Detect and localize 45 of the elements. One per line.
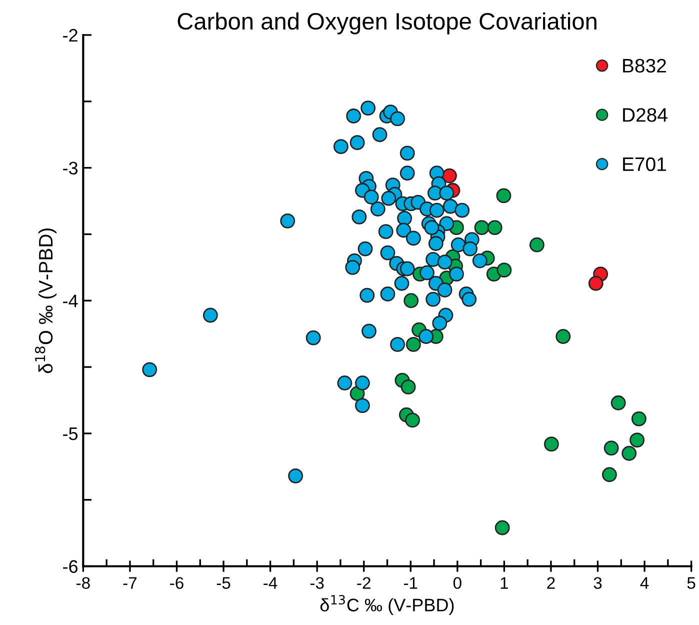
point	[474, 220, 490, 236]
point	[442, 168, 457, 184]
legend-label: E701	[623, 157, 666, 172]
x-tick-label: 3	[594, 577, 602, 589]
x-axis-title: δ$^{13}$C ‰ (V-PBD)	[320, 594, 454, 616]
point	[631, 411, 646, 426]
point	[604, 440, 619, 456]
x-tick-label: 4	[640, 577, 649, 589]
legend-label: D284	[623, 108, 668, 122]
x-tick-label: -2	[357, 577, 370, 589]
point	[406, 336, 421, 352]
y-tick-label: -4	[63, 294, 78, 308]
x-tick-label: -6	[170, 577, 184, 589]
point	[494, 520, 510, 536]
point	[404, 293, 419, 308]
point	[556, 329, 571, 344]
y-tick-label: -2	[63, 28, 78, 42]
point	[487, 220, 502, 236]
x-tick-label: -3	[310, 577, 324, 589]
y-tick-label: -6	[63, 560, 78, 573]
point	[588, 276, 604, 291]
point	[544, 436, 559, 452]
point	[496, 188, 512, 204]
x-tick-label: -8	[76, 577, 90, 589]
y-tick-label: -3	[63, 162, 78, 175]
point	[405, 412, 420, 428]
x-tick-label: -7	[123, 577, 137, 589]
x-tick-label: -1	[404, 577, 418, 589]
legend-label: B832	[623, 58, 666, 73]
y-axis-title: δ$^{18}$O ‰ (V-PBD)	[34, 228, 57, 374]
x-tick-label: -5	[216, 577, 230, 589]
x-tick-label: 0	[453, 577, 462, 589]
chart-title: Carbon and Oxygen Isotope Covariation	[178, 12, 596, 34]
point	[630, 432, 645, 448]
point	[400, 379, 416, 394]
x-tick-label: 2	[547, 577, 555, 589]
point	[496, 262, 512, 278]
y-tick-label: -5	[63, 428, 78, 440]
point	[529, 237, 544, 252]
point	[622, 446, 637, 461]
point	[610, 395, 626, 410]
point	[602, 467, 617, 482]
x-tick-label: -4	[264, 577, 278, 589]
x-tick-label: 1	[500, 577, 508, 589]
x-tick-label: 5	[687, 577, 696, 589]
